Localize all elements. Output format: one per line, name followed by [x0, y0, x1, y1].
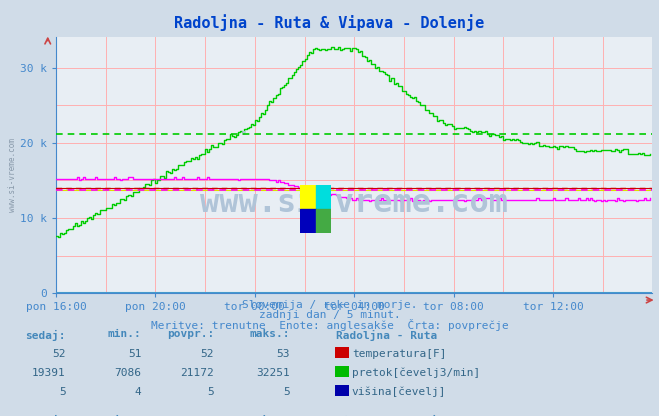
Text: 51: 51 [129, 349, 142, 359]
Bar [300, 185, 316, 209]
Text: 21172: 21172 [181, 368, 214, 378]
Text: 7086: 7086 [115, 368, 142, 378]
Text: 5: 5 [208, 387, 214, 397]
Text: Slovenija / reke in morje.: Slovenija / reke in morje. [242, 300, 417, 310]
Bar [316, 185, 331, 209]
Text: maks.:: maks.: [250, 415, 290, 416]
Text: 52: 52 [201, 349, 214, 359]
Text: 19391: 19391 [32, 368, 66, 378]
Bar [300, 209, 316, 233]
Text: Radoljna - Ruta & Vipava - Dolenje: Radoljna - Ruta & Vipava - Dolenje [175, 15, 484, 31]
Text: temperatura[F]: temperatura[F] [352, 349, 446, 359]
Text: pretok[čevelj3/min]: pretok[čevelj3/min] [352, 368, 480, 378]
Text: maks.:: maks.: [250, 329, 290, 339]
Text: sedaj:: sedaj: [26, 415, 66, 416]
Text: ·: · [238, 125, 250, 144]
Text: 4: 4 [135, 387, 142, 397]
Text: 53: 53 [277, 349, 290, 359]
Bar [316, 209, 331, 233]
Text: 32251: 32251 [256, 368, 290, 378]
Text: povpr.:: povpr.: [167, 329, 214, 339]
Text: Radoljna - Ruta: Radoljna - Ruta [336, 329, 438, 341]
Text: 52: 52 [53, 349, 66, 359]
Text: zadnji dan / 5 minut.: zadnji dan / 5 minut. [258, 310, 401, 320]
Text: 5: 5 [283, 387, 290, 397]
Text: min.:: min.: [108, 415, 142, 416]
Text: 5: 5 [59, 387, 66, 397]
Text: povpr.:: povpr.: [167, 415, 214, 416]
Text: Vipava - Dolenje: Vipava - Dolenje [336, 415, 444, 416]
Text: Meritve: trenutne  Enote: anglesakše  Črta: povprečje: Meritve: trenutne Enote: anglesakše Črta… [151, 319, 508, 331]
Text: višina[čevelj]: višina[čevelj] [352, 387, 446, 397]
Text: www.si-vreme.com: www.si-vreme.com [8, 138, 17, 212]
Text: sedaj:: sedaj: [26, 329, 66, 341]
Text: min.:: min.: [108, 329, 142, 339]
Text: www.si-vreme.com: www.si-vreme.com [200, 188, 508, 219]
